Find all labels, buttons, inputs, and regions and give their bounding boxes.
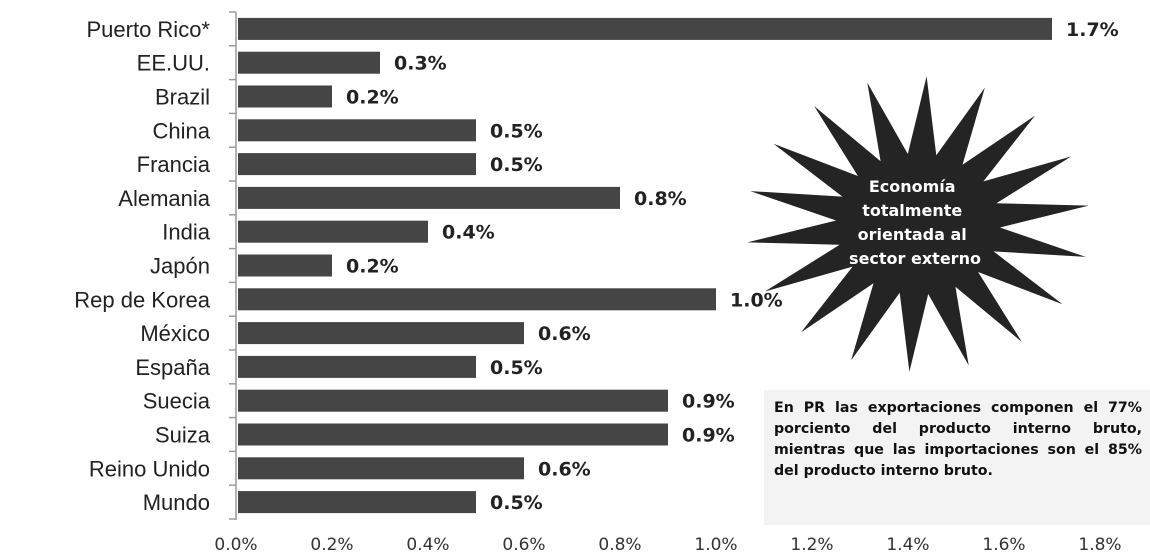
value-label: 0.6% — [538, 458, 591, 480]
bar — [238, 457, 524, 480]
value-label: 0.6% — [538, 323, 591, 345]
value-label: 0.4% — [442, 222, 495, 244]
category-label: Rep de Korea — [74, 287, 211, 312]
category-label: Brazil — [155, 85, 210, 110]
bar — [238, 355, 476, 378]
category-label: Mundo — [143, 490, 210, 515]
value-label: 0.5% — [490, 492, 543, 514]
value-label: 1.7% — [1066, 19, 1119, 41]
starburst-shape — [747, 76, 1089, 372]
bar — [238, 153, 476, 176]
category-labels: Puerto Rico* EE.UU. Brazil China Francia Alem… — [74, 17, 211, 515]
x-tick-label: 0.0% — [214, 535, 257, 555]
bar — [238, 254, 332, 277]
category-label: Japón — [150, 254, 210, 279]
starburst-callout: Economía totalmente orientada al sector … — [747, 76, 1089, 372]
value-label: 0.5% — [490, 154, 543, 176]
note-text: En PR las exportaciones componen el 77% … — [774, 400, 1142, 479]
bar — [238, 85, 332, 108]
bar — [238, 51, 380, 74]
bar — [238, 186, 620, 209]
starburst-line-1: Economía — [869, 177, 956, 196]
note-box: En PR las exportaciones componen el 77% … — [764, 390, 1150, 525]
bar — [238, 423, 668, 446]
starburst-line-4: sector externo — [849, 249, 981, 268]
category-label: Francia — [137, 152, 211, 177]
category-label: Suiza — [155, 423, 211, 448]
value-label: 0.8% — [634, 188, 687, 210]
x-tick-label: 1.6% — [982, 535, 1025, 555]
starburst-line-2: totalmente — [862, 201, 962, 220]
bar — [238, 322, 524, 345]
value-label: 0.2% — [346, 87, 399, 109]
x-tick-label: 0.2% — [310, 535, 353, 555]
y-axis-ticks — [229, 11, 236, 520]
x-tick-label: 1.4% — [886, 535, 929, 555]
category-label: México — [140, 321, 210, 346]
bars-group — [238, 17, 1052, 514]
value-labels: 1.7% 0.3% 0.2% 0.5% 0.5% 0.8% 0.4% 0.2% 1.0% 0.6%… — [346, 19, 1119, 514]
x-tick-label: 1.2% — [790, 535, 833, 555]
value-label: 0.2% — [346, 256, 399, 278]
category-label: China — [153, 118, 211, 143]
value-label: 0.9% — [682, 391, 735, 413]
category-label: España — [135, 355, 210, 380]
category-label: Puerto Rico* — [86, 17, 210, 42]
value-label: 0.3% — [394, 53, 447, 75]
bar — [238, 220, 428, 243]
category-label: Suecia — [143, 389, 211, 414]
starburst-text: Economía totalmente orientada al sector … — [849, 177, 981, 268]
value-label: 0.9% — [682, 425, 735, 447]
x-axis-tick-labels: 0.0% 0.2% 0.4% 0.6% 0.8% 1.0% 1.2% 1.4% 1.6% 1.8% — [214, 535, 1121, 555]
value-label: 0.5% — [490, 120, 543, 142]
x-tick-label: 1.8% — [1078, 535, 1121, 555]
category-label: Reino Unido — [89, 456, 210, 481]
category-label: Alemania — [118, 186, 210, 211]
bar — [238, 389, 668, 412]
bar — [238, 288, 716, 311]
x-tick-label: 1.0% — [694, 535, 737, 555]
value-label: 0.5% — [490, 357, 543, 379]
category-label: India — [162, 220, 210, 245]
bar — [238, 17, 1052, 40]
x-tick-label: 0.6% — [502, 535, 545, 555]
starburst-line-3: orientada al — [858, 225, 967, 244]
bar — [238, 491, 476, 514]
category-label: EE.UU. — [137, 51, 210, 76]
value-label: 1.0% — [730, 289, 783, 311]
bar — [238, 119, 476, 142]
x-tick-label: 0.4% — [406, 535, 449, 555]
x-tick-label: 0.8% — [598, 535, 641, 555]
